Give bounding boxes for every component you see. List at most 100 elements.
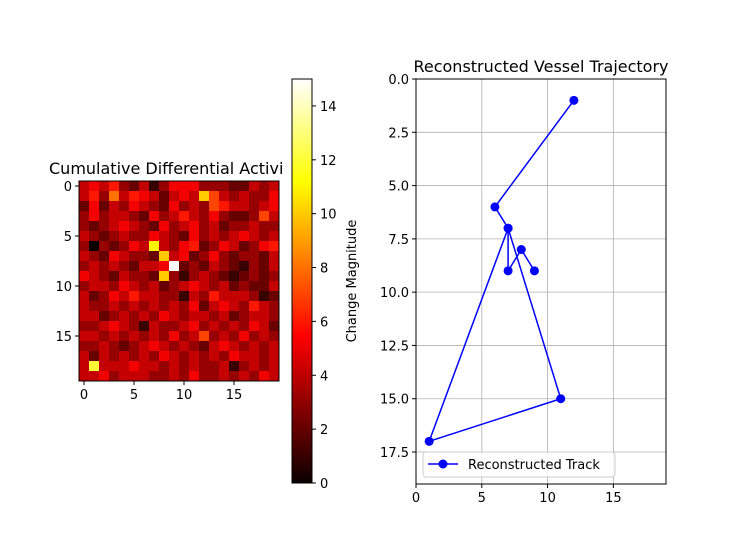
heatmap-cell	[129, 311, 140, 322]
heatmap-cell	[209, 241, 220, 252]
heatmap-cell	[249, 311, 260, 322]
heatmap-cell	[239, 291, 250, 302]
heatmap-cell	[179, 321, 190, 332]
heatmap-cell	[109, 221, 120, 232]
heatmap-cell	[269, 201, 280, 212]
heatmap-cell	[139, 361, 150, 372]
colorbar-tick-label: 2	[320, 423, 328, 438]
heatmap-cell	[129, 291, 140, 302]
heatmap-cell	[269, 281, 280, 292]
heatmap-cell	[219, 331, 230, 342]
heatmap-cell	[79, 331, 90, 342]
heatmap-cell	[89, 181, 100, 192]
heatmap-cell	[99, 361, 110, 372]
heatmap-cell	[159, 211, 170, 222]
heatmap-cell	[209, 271, 220, 282]
heatmap-cell	[259, 201, 270, 212]
heatmap-cell	[109, 201, 120, 212]
heatmap-cell	[219, 361, 230, 372]
series-point	[516, 245, 526, 255]
heatmap-cell	[159, 231, 170, 242]
heatmap-cell	[159, 361, 170, 372]
heatmap-cell	[159, 191, 170, 202]
heatmap-cell	[109, 341, 120, 352]
heatmap-cell	[99, 291, 110, 302]
heatmap-y-tick-label: 0	[64, 180, 72, 195]
heatmap-cell	[159, 281, 170, 292]
heatmap-cell	[139, 201, 150, 212]
heatmap-cell	[169, 301, 180, 312]
heatmap-cell	[169, 231, 180, 242]
heatmap-cell	[119, 341, 130, 352]
heatmap-cell	[219, 321, 230, 332]
heatmap-cell	[259, 271, 270, 282]
heatmap-cell	[259, 371, 270, 382]
heatmap-cell	[219, 191, 230, 202]
heatmap-cell	[149, 371, 160, 382]
heatmap-cell	[259, 181, 270, 192]
heatmap-cell	[179, 301, 190, 312]
heatmap-cell	[169, 321, 180, 332]
heatmap-cell	[159, 331, 170, 342]
heatmap-cell	[119, 321, 130, 332]
heatmap-cell	[149, 341, 160, 352]
heatmap-cell	[179, 351, 190, 362]
heatmap-cell	[79, 291, 90, 302]
legend-marker-sample	[438, 459, 448, 469]
heatmap-cell	[169, 241, 180, 252]
heatmap-cell	[139, 341, 150, 352]
heatmap-cell	[229, 311, 240, 322]
heatmap-cell	[169, 311, 180, 322]
heatmap-cell	[89, 371, 100, 382]
heatmap-cell	[249, 331, 260, 342]
line-y-tick-label: 7.5	[388, 233, 409, 248]
heatmap-cell	[229, 201, 240, 212]
heatmap-cell	[239, 191, 250, 202]
heatmap-cell	[169, 341, 180, 352]
heatmap-cell	[149, 271, 160, 282]
heatmap-x-tick-label: 5	[130, 388, 138, 403]
colorbar-tick-label: 10	[320, 208, 337, 223]
heatmap-cell	[129, 331, 140, 342]
heatmap-cell	[209, 311, 220, 322]
heatmap-cell	[219, 201, 230, 212]
heatmap-cell	[239, 371, 250, 382]
heatmap-cell	[79, 181, 90, 192]
heatmap-cell	[169, 291, 180, 302]
heatmap-frame	[78, 180, 280, 382]
line-x-ticks: 0 5 10 15	[412, 484, 622, 506]
heatmap-cell	[119, 301, 130, 312]
heatmap-cell	[229, 251, 240, 262]
heatmap-cell	[129, 281, 140, 292]
heatmap-cell	[159, 291, 170, 302]
heatmap-cell	[179, 261, 190, 272]
heatmap-cell	[179, 281, 190, 292]
heatmap-cell	[129, 261, 140, 272]
heatmap-cell	[189, 331, 200, 342]
heatmap-cell	[189, 241, 200, 252]
heatmap-cell	[249, 371, 260, 382]
heatmap-cell	[209, 291, 220, 302]
heatmap-cell	[239, 221, 250, 232]
heatmap-cell	[109, 251, 120, 262]
heatmap-cell	[159, 321, 170, 332]
heatmap-cell	[209, 251, 220, 262]
heatmap-cell	[209, 301, 220, 312]
heatmap-x-tick-label: 10	[176, 388, 193, 403]
heatmap-cell	[259, 311, 270, 322]
heatmap-cell	[79, 231, 90, 242]
heatmap-cell	[249, 201, 260, 212]
heatmap-cell	[179, 191, 190, 202]
heatmap-cell	[89, 311, 100, 322]
heatmap-cell	[259, 221, 270, 232]
heatmap-cell	[199, 211, 210, 222]
heatmap-cell	[169, 281, 180, 292]
colorbar-tick-label: 0	[320, 477, 328, 492]
heatmap-cell	[149, 291, 160, 302]
heatmap-cell	[119, 181, 130, 192]
heatmap-cell	[169, 261, 180, 272]
heatmap-cell	[119, 251, 130, 262]
heatmap-cell	[109, 181, 120, 192]
heatmap-cell	[249, 351, 260, 362]
heatmap-cell	[99, 221, 110, 232]
